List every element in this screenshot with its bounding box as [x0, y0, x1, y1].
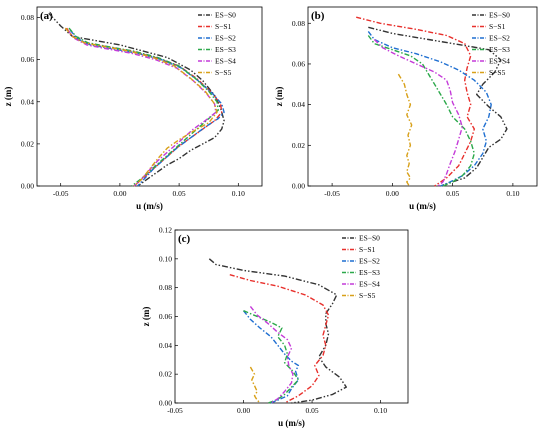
chart-panel-1: -0.05 0.00 0.05 0.10 0.00 0.02 0.04 0.06 0.08 u (…	[3, 6, 263, 211]
legend-entry: ES−S2	[359, 257, 380, 266]
x-tick-label: 0.10	[506, 189, 519, 198]
legend-entry: S−S1	[215, 22, 232, 31]
x-tick-label: -0.05	[167, 406, 183, 415]
series-line-3	[367, 30, 492, 187]
plot-frame	[307, 6, 538, 187]
plot-frame	[36, 6, 263, 187]
y-axis-title: z (m)	[274, 87, 284, 107]
series-line-1	[208, 258, 347, 404]
series-line-2	[229, 274, 330, 404]
series-line-4	[68, 27, 219, 187]
x-tick-label: 0.10	[232, 189, 245, 198]
y-tick-label: 0.02	[292, 141, 305, 150]
x-tick-label: 0.00	[113, 189, 126, 198]
series-line-5	[67, 29, 217, 187]
series-line-5	[373, 38, 463, 187]
y-tick-label: 0.06	[292, 59, 305, 68]
y-tick-label: 0.08	[292, 19, 305, 28]
legend-entry: ES−S0	[215, 11, 236, 20]
legend: ES−S0 S−S1 ES−S2 ES−S3 ES−S4 S−S5	[342, 234, 380, 300]
y-tick-label: 0.10	[159, 254, 172, 263]
series-line-5	[249, 305, 294, 404]
legend-entry: ES−S4	[359, 280, 380, 289]
y-tick-label: 0.06	[159, 312, 172, 321]
series-line-3	[242, 310, 300, 404]
panel-label: (b)	[311, 10, 325, 22]
x-axis-title: u (m/s)	[409, 201, 436, 211]
y-tick-label: 0.12	[159, 226, 172, 235]
series-line-1	[368, 26, 508, 187]
x-tick-label: 0.05	[173, 189, 186, 198]
y-tick-label: 0.04	[292, 100, 305, 109]
series-line-4	[367, 35, 475, 187]
legend-entry: ES−S3	[489, 45, 510, 54]
legend-entry: S−S5	[489, 68, 506, 77]
y-tick-label: 0.00	[159, 399, 172, 408]
chart-panel-3: -0.05 0.00 0.05 0.100.000.020.040.060.080.1…	[141, 226, 409, 428]
x-tick-label: 0.05	[446, 189, 459, 198]
legend-entry: ES−S0	[489, 11, 510, 20]
x-axis-title: u (m/s)	[278, 418, 305, 428]
y-tick-label: 0.04	[159, 341, 172, 350]
legend: ES−S0 S−S1 ES−S2 ES−S3 ES−S4 S−S5	[198, 11, 236, 77]
series-line-2	[356, 16, 475, 187]
series-line-3	[69, 29, 225, 187]
x-tick-label: 0.05	[305, 406, 318, 415]
legend-entry: ES−S3	[359, 268, 380, 277]
chart-panel-2: -0.05 0.00 0.05 0.10 0.00 0.02 0.04 0.06 0.08 u (…	[274, 6, 538, 211]
legend-entry: S−S1	[359, 245, 376, 254]
y-tick-label: 0.08	[21, 13, 34, 22]
legend-entry: ES−S2	[489, 34, 510, 43]
x-tick-label: -0.05	[53, 189, 69, 198]
y-axis-title: z (m)	[141, 307, 151, 327]
series-line-1	[48, 12, 225, 187]
legend-entry: S−S5	[359, 291, 376, 300]
legend-entry: ES−S4	[489, 57, 510, 66]
series-line-6	[64, 27, 218, 187]
legend-entry: ES−S0	[359, 234, 380, 243]
legend: ES−S0 S−S1 ES−S2 ES−S3 ES−S4 S−S5	[472, 11, 510, 77]
legend-entry: S−S1	[489, 22, 506, 31]
x-axis-title: u (m/s)	[136, 201, 163, 211]
x-tick-label: -0.05	[324, 189, 340, 198]
y-tick-label: 0.06	[21, 55, 34, 64]
series-line-6	[397, 73, 413, 187]
legend-entry: ES−S3	[215, 45, 236, 54]
y-tick-label: 0.04	[21, 97, 34, 106]
y-tick-label: 0.08	[159, 283, 172, 292]
series-line-4	[243, 310, 300, 404]
panel-label: (a)	[40, 10, 53, 22]
legend-entry: ES−S4	[215, 57, 236, 66]
x-tick-label: 0.10	[374, 406, 387, 415]
y-tick-label: 0.02	[21, 139, 34, 148]
y-tick-label: 0.00	[21, 182, 34, 191]
y-tick-label: 0.02	[159, 370, 172, 379]
series-line-6	[249, 366, 261, 404]
y-axis-title: z (m)	[3, 87, 13, 107]
y-tick-label: 0.00	[292, 182, 305, 191]
legend-entry: S−S5	[215, 68, 232, 77]
x-tick-label: 0.00	[237, 406, 250, 415]
legend-entry: ES−S2	[215, 34, 236, 43]
panel-label: (c)	[178, 233, 191, 245]
x-tick-label: 0.00	[386, 189, 399, 198]
